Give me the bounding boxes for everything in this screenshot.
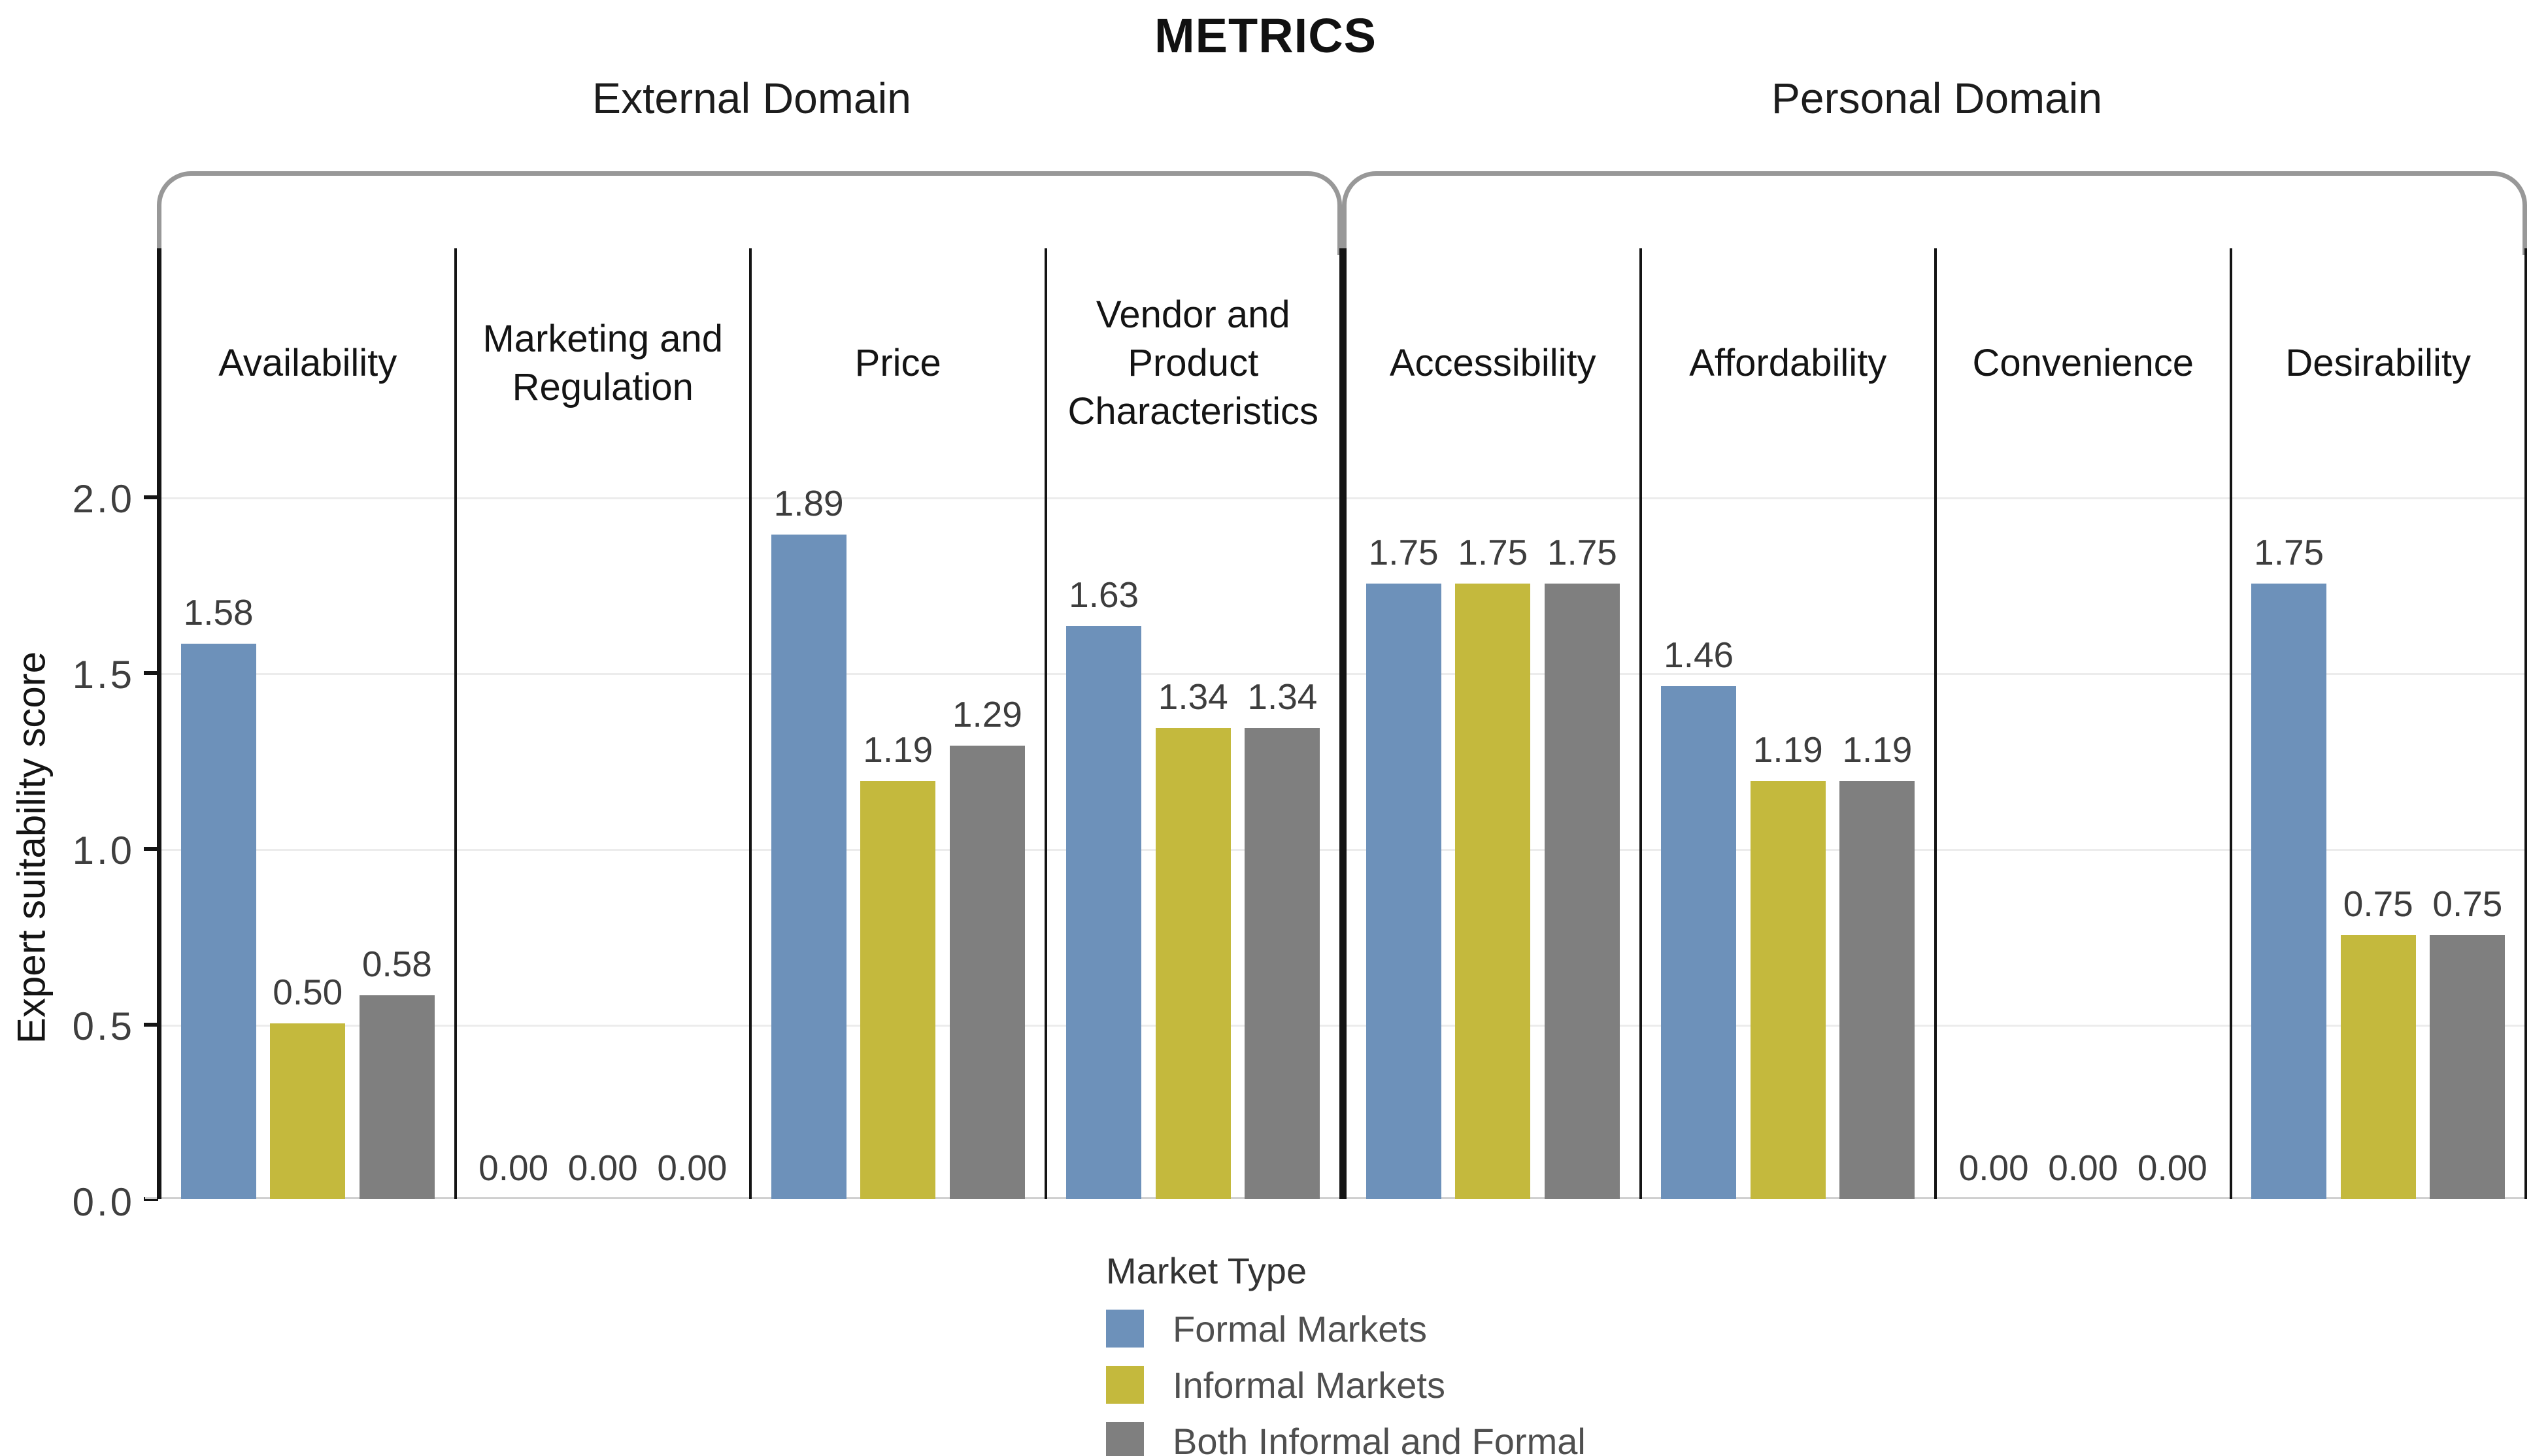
category-label: Affordability [1689, 342, 1887, 384]
bar-both-informal-and-formal: 1.19 [1839, 729, 1915, 1199]
bar-informal-markets: 1.19 [1750, 729, 1826, 1199]
y-tickmark [144, 495, 158, 499]
bar-formal-markets: 1.75 [2251, 532, 2327, 1199]
panel-marketing-and-regulation: Marketing and Regulation 0.00 0.00 0.00 [457, 248, 752, 1199]
bar-value-label: 1.19 [1842, 729, 1913, 770]
domain-group-external: Availability 1.58 0.50 0.58 Marketing and Re… [157, 248, 1342, 1199]
bar-both-informal-and-formal: 0.58 [359, 944, 435, 1199]
bar-formal-markets: 1.75 [1366, 532, 1441, 1199]
category-label: Accessibility [1389, 342, 1596, 384]
bar-both-informal-and-formal: 1.34 [1245, 676, 1320, 1199]
panel-accessibility: Accessibility 1.75 1.75 1.75 [1342, 248, 1642, 1199]
y-tickmark [144, 1023, 158, 1027]
legend-item: Formal Markets [1106, 1308, 1586, 1349]
bar-value-label: 1.58 [183, 592, 254, 633]
legend-swatch [1106, 1310, 1144, 1348]
bar-value-label: 1.63 [1069, 574, 1139, 615]
y-tick-0.5: 0.5 [72, 1004, 135, 1048]
bar-value-label: 1.29 [952, 694, 1022, 735]
bar-value-label: 1.89 [773, 483, 844, 523]
bar-informal-markets: 1.75 [1455, 532, 1531, 1199]
y-tick-2.0: 2.0 [72, 477, 135, 521]
external-domain-outline [157, 171, 1342, 255]
bar-value-label: 1.75 [1458, 532, 1528, 572]
y-tickmark [144, 847, 158, 851]
bar-value-label: 0.00 [2048, 1148, 2119, 1188]
bar-value-label: 1.19 [1752, 729, 1823, 770]
bars-group: 1.58 0.50 0.58 [167, 248, 449, 1199]
bars-group: 1.75 0.75 0.75 [2238, 248, 2520, 1199]
bar-formal-markets: 1.58 [180, 592, 256, 1199]
legend-label: Formal Markets [1173, 1308, 1427, 1349]
domain-header-external: External Domain [592, 74, 911, 122]
bar-value-label: 1.46 [1664, 635, 1734, 675]
bars-group: 0.00 0.00 0.00 [1942, 248, 2224, 1199]
bar-formal-markets: 1.89 [771, 483, 846, 1199]
bars-group: 0.00 0.00 0.00 [462, 248, 745, 1199]
legend-swatch [1106, 1422, 1144, 1456]
legend-swatch [1106, 1366, 1144, 1404]
bar-value-label: 0.00 [657, 1148, 728, 1188]
domain-group-personal: Accessibility 1.75 1.75 1.75 Affordability 1.… [1342, 248, 2527, 1199]
bar-value-label: 1.34 [1247, 676, 1318, 717]
y-axis-title: Expert suitability score [9, 651, 54, 1044]
bar-value-label: 1.75 [2254, 532, 2324, 572]
bar-value-label: 1.75 [1547, 532, 1617, 572]
y-tick-1.0: 1.0 [72, 829, 135, 872]
legend-label: Both Informal and Formal [1173, 1420, 1586, 1456]
bar-value-label: 0.58 [361, 944, 432, 984]
bars-group: 1.46 1.19 1.19 [1647, 248, 1930, 1199]
category-label: Price [854, 342, 941, 384]
bar-value-label: 0.75 [2432, 884, 2503, 924]
bar-value-label: 1.75 [1368, 532, 1439, 572]
bar-value-label: 0.00 [478, 1148, 549, 1188]
panel-affordability: Affordability 1.46 1.19 1.19 [1642, 248, 1937, 1199]
domain-header-personal: Personal Domain [1771, 74, 2103, 122]
y-tick-0.0: 0.0 [72, 1180, 135, 1224]
bars-group: 1.89 1.19 1.29 [757, 248, 1039, 1199]
bar-value-label: 0.50 [273, 972, 343, 1012]
panel-desirability: Desirability 1.75 0.75 0.75 [2232, 248, 2527, 1199]
bar-formal-markets: 1.46 [1661, 635, 1737, 1199]
chart-title: METRICS [1154, 8, 1377, 63]
panel-vendor-and-product-characteristics: Vendor and Product Characteristics 1.63 1.… [1047, 248, 1342, 1199]
bar-formal-markets: 1.63 [1066, 574, 1142, 1199]
legend-item: Both Informal and Formal [1106, 1421, 1586, 1456]
bar-informal-markets: 0.75 [2340, 884, 2416, 1199]
legend-title: Market Type [1106, 1250, 1307, 1291]
bar-value-label: 1.34 [1158, 676, 1228, 717]
bar-informal-markets: 1.34 [1155, 676, 1231, 1199]
x-axis-baseline [145, 1197, 2527, 1199]
bar-informal-markets: 0.50 [270, 972, 346, 1199]
category-label: Desirability [2285, 342, 2472, 384]
bar-value-label: 0.00 [2137, 1148, 2207, 1188]
panel-availability: Availability 1.58 0.50 0.58 [157, 248, 457, 1199]
panel-price: Price 1.89 1.19 1.29 [752, 248, 1047, 1199]
personal-domain-outline [1342, 171, 2527, 255]
category-label: Marketing and Regulation [482, 318, 724, 408]
legend: Market Type Formal Markets Informal Marke… [1106, 1249, 1586, 1456]
category-label: Availability [218, 342, 397, 384]
bar-both-informal-and-formal: 1.29 [949, 694, 1025, 1199]
legend-item: Informal Markets [1106, 1364, 1586, 1406]
legend-label: Informal Markets [1173, 1364, 1445, 1406]
bars-group: 1.63 1.34 1.34 [1052, 248, 1335, 1199]
bar-both-informal-and-formal: 0.75 [2430, 884, 2506, 1199]
bar-value-label: 0.00 [567, 1148, 638, 1188]
plot-panels: Availability 1.58 0.50 0.58 Marketing and Re… [157, 248, 2527, 1199]
category-label: Vendor and Product Characteristics [1067, 293, 1319, 433]
bar-informal-markets: 1.19 [860, 729, 936, 1199]
bar-value-label: 0.00 [1958, 1148, 2029, 1188]
bar-value-label: 0.75 [2343, 884, 2413, 924]
bar-value-label: 1.19 [863, 729, 933, 770]
bars-group: 1.75 1.75 1.75 [1352, 248, 1634, 1199]
y-tick-1.5: 1.5 [72, 653, 135, 697]
category-label: Convenience [1972, 342, 2194, 384]
y-tickmark [144, 1197, 158, 1201]
panel-convenience: Convenience 0.00 0.00 0.00 [1937, 248, 2232, 1199]
bar-both-informal-and-formal: 1.75 [1544, 532, 1620, 1199]
y-tickmark [144, 671, 158, 675]
plot-area: Availability 1.58 0.50 0.58 Marketing and Re… [145, 171, 2527, 1199]
